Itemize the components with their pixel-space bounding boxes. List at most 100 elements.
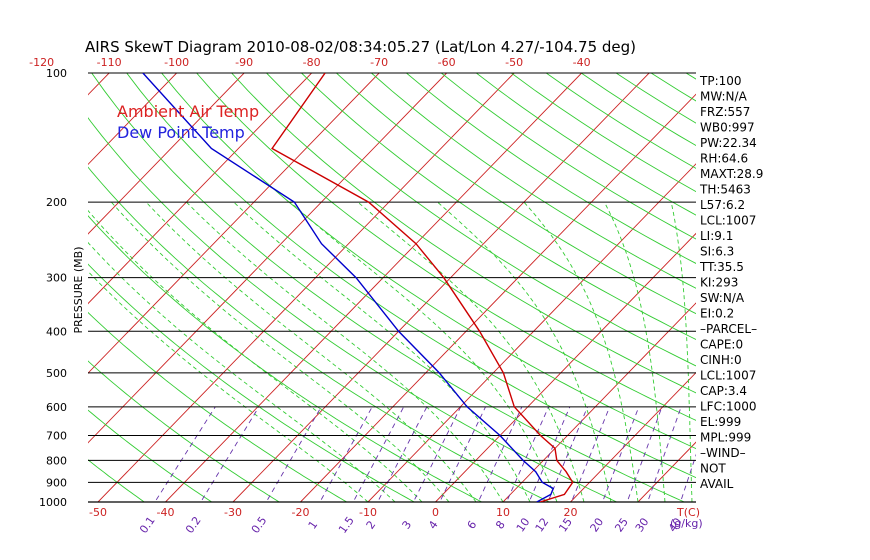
isobar-lines (88, 72, 696, 503)
y-tick-label: 200 (46, 196, 67, 209)
bottom-tick-label: 0 (432, 506, 439, 519)
isotherm-line (232, 73, 650, 502)
index-entry: MAXT:28.9 (700, 167, 763, 181)
mixing-ratio-labels: 0.1 0.2 0.5 1 1.5 2 3 4 6 8 10 12 15 20 25 30 40 (137, 514, 684, 536)
dry-adiabat-line (88, 215, 483, 502)
dry-adiabat-line (161, 73, 696, 450)
bottom-axis-ticks: -50 -40 -30 -20 -10 0 10 20 (89, 506, 577, 519)
top-tick-label: -100 (164, 56, 189, 69)
dry-adiabat-line (406, 73, 696, 264)
top-tick-label: -50 (505, 56, 523, 69)
dry-adiabat-line (196, 73, 696, 421)
x-axis-label-group: T(C) (g/kg) (670, 506, 703, 530)
index-entry: EI:0.2 (700, 307, 734, 321)
isotherm-line (435, 232, 696, 502)
mixing-ratio-line (352, 406, 405, 502)
mixing-ratio-line (154, 406, 216, 502)
mixing-ratio-label: 12 (533, 516, 552, 535)
top-axis-ticks: -120 -110 -100 -90 -80 -70 -60 -50 -40 (29, 56, 590, 69)
y-tick-label: 400 (46, 325, 67, 338)
legend: Ambient Air Temp Dew Point Temp (117, 102, 259, 142)
index-entry: WB0:997 (700, 121, 755, 135)
top-tick-label: -120 (29, 56, 54, 69)
isotherm-line (88, 73, 245, 235)
index-entry: PW:22.34 (700, 136, 757, 150)
mixing-ratio-line (319, 406, 373, 502)
dry-adiabat-line (266, 73, 696, 367)
moist-adiabat-line (88, 241, 396, 502)
mixing-ratio-line (377, 406, 428, 502)
y-tick-label: 700 (46, 430, 67, 443)
dry-adiabat-line (88, 166, 551, 502)
y-tick-label: 800 (46, 454, 67, 467)
index-entry: SI:6.3 (700, 245, 734, 259)
index-entry: –WIND– (700, 446, 746, 460)
top-tick-label: -60 (438, 56, 456, 69)
dry-adiabat-line (441, 73, 696, 240)
mixing-ratio-label: 0.1 (137, 514, 158, 536)
isotherm-line (88, 73, 380, 374)
mixing-ratio-line (528, 406, 571, 502)
isotherm-line (165, 73, 582, 502)
index-entry: CAP:3.4 (700, 384, 747, 398)
legend-dew-point: Dew Point Temp (117, 123, 245, 142)
y-tick-label: 100 (46, 67, 67, 80)
isotherm-line (0, 73, 42, 502)
mixing-ratio-label: 6 (465, 518, 480, 531)
mixing-ratio-line (200, 406, 260, 502)
isotherm-line (841, 73, 870, 502)
mixing-ratio-label: 0.2 (183, 514, 204, 536)
chart-title: AIRS SkewT Diagram 2010-08-02/08:34:05.2… (85, 38, 636, 56)
index-entry: SW:N/A (700, 291, 745, 305)
mixing-ratio-label: 8 (493, 518, 508, 531)
y-tick-label: 900 (46, 476, 67, 489)
dry-adiabat-line (126, 73, 696, 479)
index-entry: RH:64.6 (700, 152, 748, 166)
index-entry: –PARCEL– (700, 322, 757, 336)
index-entry: L57:6.2 (700, 198, 745, 212)
index-entry: CAPE:0 (700, 338, 743, 352)
mixing-ratio-label: 4 (426, 518, 441, 531)
y-tick-label: 1000 (39, 496, 67, 509)
mixing-ratio-label: 0.5 (249, 514, 270, 536)
mixing-ratio-label: 25 (612, 516, 631, 535)
dry-adiabat-line (371, 73, 696, 289)
top-tick-label: -40 (573, 56, 591, 69)
dry-adiabat-line (88, 360, 281, 502)
dry-adiabat-line (301, 73, 696, 341)
moist-adiabat-line (88, 209, 423, 502)
mixing-ratio-line (412, 406, 462, 502)
bottom-tick-label: -20 (292, 506, 310, 519)
mixing-ratio-label: 30 (633, 516, 652, 535)
isotherm-line (88, 73, 447, 444)
y-tick-label: 300 (46, 272, 67, 285)
x-axis-label: T(C) (676, 506, 700, 519)
air-temp-line (271, 73, 574, 502)
dry-adiabat-line (88, 459, 145, 502)
isotherm-line (300, 93, 696, 502)
y-tick-label: 500 (46, 367, 67, 380)
isotherm-line (570, 371, 696, 502)
index-entry: TH:5463 (699, 183, 751, 197)
profiles (142, 73, 574, 502)
isotherm-line (502, 302, 696, 502)
isotherm-line (88, 73, 177, 166)
isotherm-line (773, 73, 870, 502)
mixing-ratio-label: 3 (400, 518, 415, 531)
mixing-ratio-line (265, 406, 322, 502)
index-entry: TP:100 (699, 74, 742, 88)
isotherm-line (88, 73, 312, 305)
bottom-tick-label: 10 (496, 506, 510, 519)
mixing-ratio-line (477, 406, 523, 502)
mixing-ratio-line (626, 406, 663, 502)
index-entry: LCL:1007 (700, 214, 756, 228)
dry-adiabat-line (231, 73, 696, 394)
top-tick-label: -80 (303, 56, 321, 69)
dry-adiabat-line (476, 73, 696, 216)
index-entry: LFC:1000 (700, 400, 757, 414)
index-entry: LI:9.1 (700, 229, 733, 243)
moist-adiabat-line (603, 201, 666, 502)
bottom-tick-label: -40 (157, 506, 175, 519)
index-entry: EL:999 (700, 415, 741, 429)
mixing-ratio-label: 2 (364, 518, 379, 531)
